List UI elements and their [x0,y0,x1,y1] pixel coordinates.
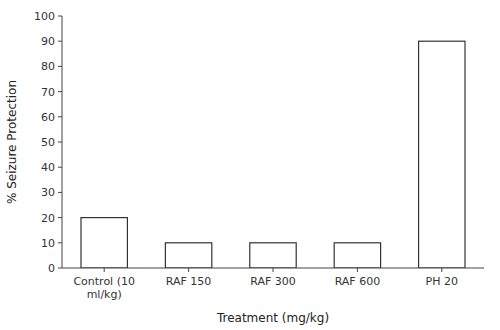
y-tick-label: 70 [41,86,55,99]
x-tick [188,268,189,272]
x-tick [104,268,105,272]
x-tick-label: PH 20 [426,275,458,288]
y-tick-label: 80 [41,60,55,73]
y-tick-label: 60 [41,111,55,124]
y-tick-label: 90 [41,35,55,48]
bar [419,41,465,268]
x-tick [273,268,274,272]
y-tick [58,66,62,67]
x-tick-label: Control (10ml/kg) [73,275,135,301]
y-tick [58,41,62,42]
y-tick [58,91,62,92]
y-tick [58,167,62,168]
y-tick-label: 40 [41,161,55,174]
x-tick [357,268,358,272]
y-tick-label: 10 [41,237,55,250]
y-tick [58,16,62,17]
y-tick-label: 0 [48,262,55,275]
y-tick-label: 30 [41,186,55,199]
y-tick-label: 50 [41,136,55,149]
y-tick [58,242,62,243]
x-tick-label: RAF 300 [250,275,296,288]
y-tick [58,142,62,143]
bar [334,243,380,268]
bar [250,243,296,268]
y-tick [58,192,62,193]
x-axis-label: Treatment (mg/kg) [216,311,329,325]
y-tick [58,116,62,117]
bar [165,243,211,268]
bar [81,218,127,268]
y-tick [58,268,62,269]
y-tick [58,217,62,218]
x-tick [441,268,442,272]
y-tick-label: 20 [41,212,55,225]
x-tick-label: RAF 600 [335,275,381,288]
axes: 0 10 20 30 40 50 60 70 80 90 100 Control (10ml/kg) R… [34,10,484,301]
x-tick-label: RAF 150 [166,275,212,288]
bars [81,41,465,268]
y-tick-label: 100 [34,10,55,23]
y-axis-label: % Seizure Protection [5,80,19,204]
chart: 0 10 20 30 40 50 60 70 80 90 100 Control (10ml/kg) R… [0,0,500,330]
